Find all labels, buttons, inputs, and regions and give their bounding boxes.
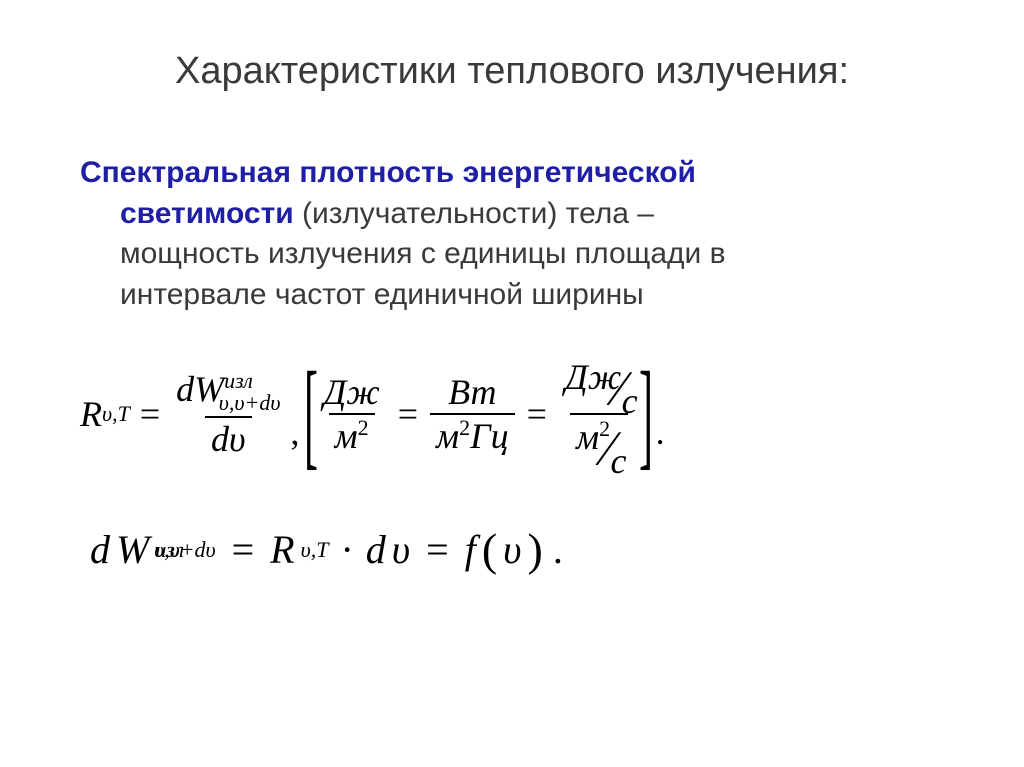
period-2: . — [553, 526, 563, 573]
unit3-num-top: Дж — [565, 357, 621, 397]
f2-arg: υ — [503, 526, 521, 573]
f2-R: R — [270, 526, 294, 573]
rhs-num: dWизлυ,υ+dυ — [170, 368, 286, 415]
unit2-den-base1: м — [436, 416, 459, 456]
num-sub: υ,υ+dυ — [219, 390, 281, 415]
f2-W: W — [116, 526, 149, 573]
equals-1: = — [140, 393, 160, 435]
unit1-frac: Дж м2 — [317, 371, 385, 457]
unit2-den-exp1: 2 — [459, 415, 470, 440]
comma: , — [290, 411, 299, 473]
equals-u1: = — [398, 393, 418, 435]
f2-R-sub: υ,T — [301, 537, 329, 563]
page-title: Характеристики теплового излучения: — [50, 50, 974, 93]
unit1-den: м2 — [329, 413, 375, 457]
term-line1: Спектральная плотность энергетической — [80, 156, 696, 189]
rhs-den: dυ — [205, 416, 252, 460]
f2-d2: d — [366, 526, 386, 573]
unit1-num: Дж — [317, 371, 385, 413]
unit3-den-top-base: м — [576, 417, 599, 457]
f2-nu: υ — [392, 526, 410, 573]
lhs-R: R — [80, 393, 102, 435]
f2-W-sub: υ,υ+dυ — [154, 537, 216, 563]
units-bracket: [ Дж м2 = Вт м2Гц = Дж∕с м2∕с — [305, 355, 651, 473]
num-d: d — [176, 369, 194, 409]
unit2-frac: Вт м2Гц — [430, 371, 514, 457]
f2-eq2: = — [426, 526, 449, 573]
f2-lparen: ( — [482, 523, 497, 576]
definition-paragraph: Спектральная плотность энергетической св… — [80, 153, 974, 315]
def-rest1: (излучательности) тела – — [294, 197, 654, 230]
unit3-den-bot: с — [610, 441, 626, 481]
den-d: d — [211, 419, 229, 459]
f2-d1: d — [90, 526, 110, 573]
equals-u2: = — [527, 393, 547, 435]
lhs-R-sub: υ,T — [102, 401, 130, 427]
unit2-num: Вт — [442, 371, 502, 413]
formula-2: dWизлυ,υ+dυ = Rυ,T · dυ = f(υ). — [90, 523, 974, 576]
unit3-num: Дж∕с — [559, 355, 640, 413]
period-1: . — [656, 411, 665, 473]
formula-1: Rυ,T = dWизлυ,υ+dυ dυ , [ Дж м2 = Вт м2Г… — [80, 355, 974, 473]
f2-dot: · — [340, 526, 353, 573]
def-rest3: интервале частот единичной ширины — [120, 275, 974, 316]
bracket-left: [ — [304, 357, 318, 471]
unit1-den-base: м — [335, 416, 358, 456]
unit2-den: м2Гц — [430, 413, 514, 457]
f2-f: f — [465, 526, 476, 573]
f2-rparen: ) — [528, 523, 543, 576]
term-line2: светимости — [120, 197, 294, 230]
rhs-fraction: dWизлυ,υ+dυ dυ — [170, 368, 286, 459]
unit2-den-base2: Гц — [470, 416, 508, 456]
def-rest2: мощность излучения с единицы площади в — [120, 234, 974, 275]
bracket-right: ] — [639, 357, 653, 471]
f2-eq1: = — [232, 526, 255, 573]
unit3-frac: Дж∕с м2∕с — [559, 355, 640, 473]
unit1-den-exp: 2 — [358, 415, 369, 440]
den-nu: υ — [229, 419, 246, 459]
unit3-den: м2∕с — [570, 413, 628, 473]
unit3-num-bot: с — [622, 381, 638, 421]
